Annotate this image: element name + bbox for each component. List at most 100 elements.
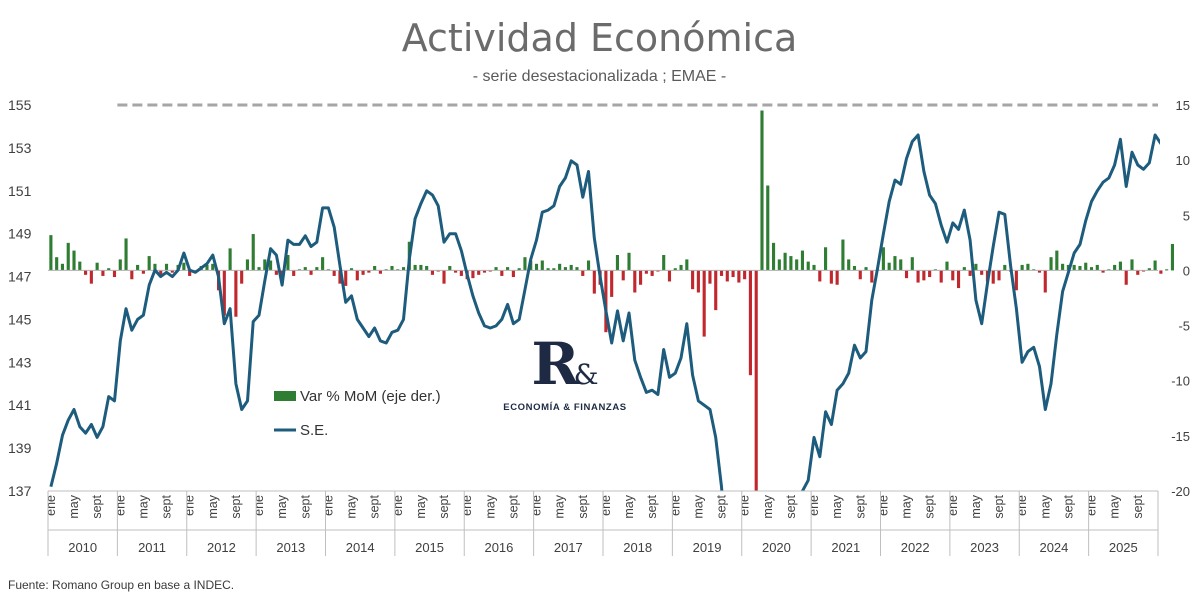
- x-month-tick-label: ene: [113, 495, 127, 516]
- mom-bar: [430, 270, 435, 275]
- mom-bar: [118, 259, 122, 271]
- mom-bar: [639, 270, 643, 285]
- mom-bar: [1032, 269, 1036, 271]
- mom-bar: [263, 259, 267, 271]
- mom-bar: [592, 270, 596, 294]
- mom-bar: [800, 250, 805, 271]
- mom-bar: [292, 270, 296, 276]
- mom-bar: [442, 270, 446, 284]
- mom-bar: [679, 264, 683, 271]
- mom-bar: [1170, 243, 1175, 271]
- mom-bar: [355, 270, 359, 281]
- mom-bar: [523, 257, 527, 271]
- x-month-tick-label: ene: [321, 495, 335, 516]
- mom-bar: [326, 269, 330, 271]
- mom-bar: [575, 267, 579, 271]
- mom-bar: [945, 261, 949, 271]
- mom-bar: [719, 270, 724, 276]
- y-left-tick-label: 155: [8, 97, 32, 113]
- x-month-tick-label: may: [345, 494, 359, 518]
- mom-bar: [615, 254, 620, 271]
- mom-bar: [170, 270, 174, 273]
- mom-bar: [228, 248, 232, 271]
- x-year-label: 2021: [831, 540, 860, 555]
- mom-bar: [569, 264, 573, 271]
- x-month-tick-label: ene: [738, 495, 752, 516]
- mom-bar: [130, 270, 134, 280]
- x-month-tick-label: sept: [368, 494, 382, 518]
- mom-bar: [725, 270, 729, 282]
- mom-bar: [459, 270, 463, 276]
- mom-bar: [78, 261, 82, 271]
- mom-bar: [633, 270, 637, 293]
- y-right-tick-label: 5: [1183, 208, 1190, 223]
- mom-bar: [667, 270, 672, 282]
- mom-bar: [107, 268, 111, 271]
- x-month-tick-label: ene: [599, 495, 613, 516]
- mom-bar: [297, 269, 302, 271]
- mom-bar: [558, 263, 562, 271]
- mom-bar: [662, 254, 666, 271]
- mom-bar: [1165, 269, 1169, 271]
- mom-bar: [182, 262, 186, 271]
- mom-bar: [904, 270, 909, 279]
- mom-bar: [1118, 261, 1122, 271]
- mom-bar: [731, 270, 735, 278]
- mom-bar: [367, 270, 371, 273]
- mom-bar: [511, 270, 515, 278]
- mom-bar: [806, 261, 810, 271]
- mom-bar: [1084, 262, 1088, 271]
- x-month-tick-label: ene: [391, 495, 405, 516]
- mom-bar: [685, 259, 689, 271]
- x-month-tick-label: sept: [923, 494, 937, 518]
- mom-bar: [448, 266, 452, 271]
- mom-bar: [737, 270, 741, 283]
- mom-bar: [696, 270, 700, 293]
- mom-bar: [373, 266, 377, 271]
- x-month-tick-label: ene: [876, 495, 890, 516]
- x-year-label: 2017: [554, 540, 583, 555]
- x-year-label: 2020: [762, 540, 791, 555]
- x-month-tick-label: may: [761, 494, 775, 518]
- y-right-tick-label: 15: [1176, 98, 1190, 113]
- mom-bar: [604, 270, 608, 333]
- mom-bar: [60, 263, 65, 271]
- mom-bar: [864, 267, 868, 271]
- x-month-tick-label: may: [1038, 494, 1052, 518]
- y-left-tick-label: 151: [8, 183, 32, 199]
- source-note: Fuente: Romano Group en base a INDEC.: [8, 578, 235, 592]
- mom-bar: [1037, 270, 1042, 273]
- mom-bar: [534, 263, 539, 271]
- mom-bar: [401, 267, 406, 271]
- x-month-tick-label: ene: [530, 495, 544, 516]
- mom-bar: [477, 270, 481, 275]
- x-year-label: 2016: [484, 540, 513, 555]
- mom-bar: [586, 260, 591, 271]
- mom-bar: [488, 270, 492, 272]
- x-month-tick-label: ene: [183, 495, 197, 516]
- legend-line-label: S.E.: [300, 422, 328, 439]
- y-right-tick-label: -20: [1171, 484, 1190, 499]
- x-month-tick-label: ene: [44, 495, 58, 516]
- legend-bar-label: Var % MoM (eje der.): [300, 388, 441, 405]
- x-month-tick-label: may: [136, 494, 150, 518]
- mom-bar: [494, 267, 498, 271]
- mom-bar: [841, 239, 845, 271]
- mom-bar: [1113, 264, 1117, 271]
- mom-bar: [124, 238, 128, 271]
- x-year-label: 2024: [1039, 540, 1068, 555]
- y-right-tick-label: -10: [1171, 374, 1190, 389]
- mom-bar: [1141, 270, 1146, 272]
- mom-bar: [286, 254, 290, 271]
- x-month-tick-label: sept: [992, 494, 1006, 518]
- y-left-tick-label: 137: [8, 483, 32, 499]
- y-left-tick-label: 147: [8, 269, 32, 285]
- mom-bar: [211, 263, 215, 271]
- mom-bar: [344, 270, 348, 286]
- y-right-tick-label: -5: [1178, 319, 1190, 334]
- x-month-tick-label: sept: [229, 494, 243, 518]
- mom-bar: [1026, 263, 1030, 271]
- mom-bar: [1020, 264, 1024, 271]
- mom-bar: [708, 270, 712, 284]
- mom-bar: [309, 270, 313, 275]
